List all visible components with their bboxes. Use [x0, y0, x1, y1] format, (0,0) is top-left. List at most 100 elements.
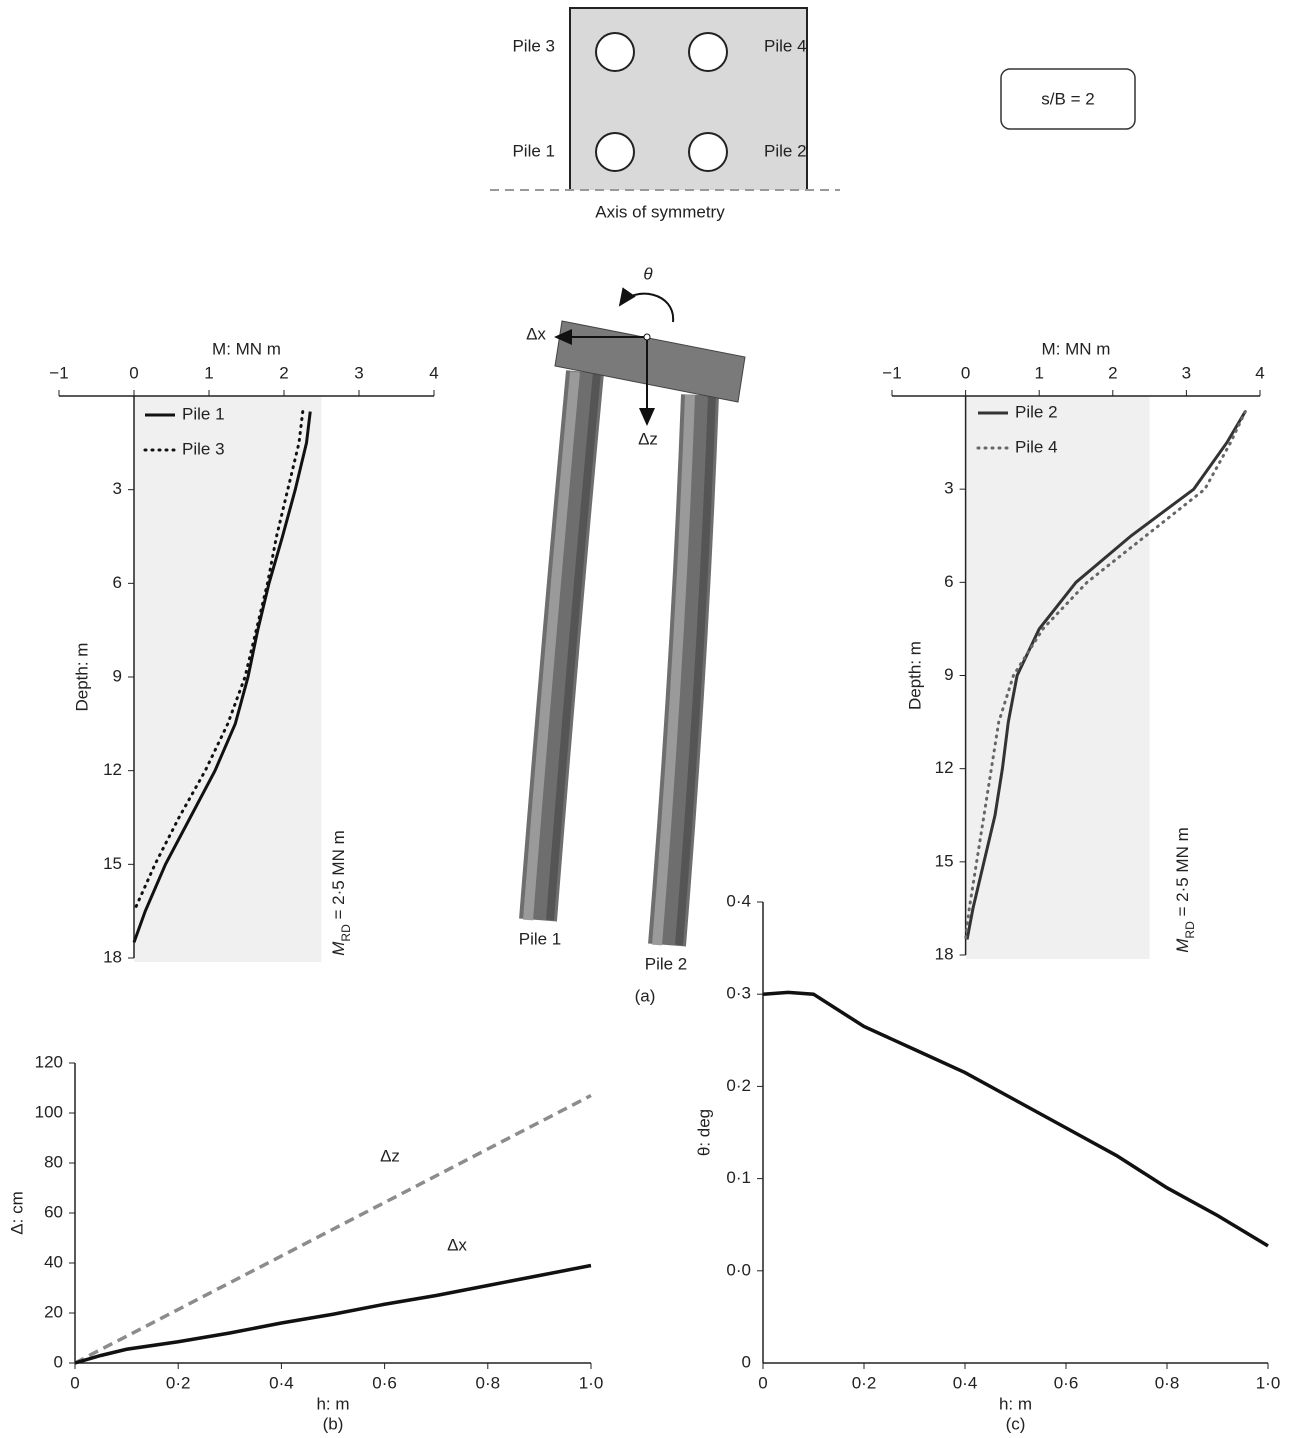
- x-axis-label: M: MN m: [1042, 339, 1111, 358]
- y-tick-label: 3: [113, 479, 122, 498]
- y-tick-label: 0·0: [726, 1260, 751, 1279]
- y-tick-label: 120: [35, 1052, 63, 1071]
- caption: (a): [635, 986, 656, 1005]
- x-tick-label: 1: [204, 363, 213, 382]
- x-axis-label: h: m: [316, 1394, 349, 1413]
- pile-cap: [554, 320, 746, 403]
- legend-label: Pile 1: [182, 404, 225, 423]
- pile-model: θ Δx Δz Pile 1 Pile 2 (a): [519, 264, 746, 1005]
- y-tick-label: 60: [44, 1202, 63, 1221]
- x-tick-label: 1·0: [1256, 1373, 1281, 1392]
- shade-region: [134, 396, 322, 962]
- pile-face: [523, 371, 580, 921]
- rotation-label: θ: [643, 264, 653, 283]
- x-tick-label: 2: [1108, 363, 1117, 382]
- legend-label: Pile 3: [182, 439, 225, 458]
- pile-face: [546, 371, 601, 921]
- pile-circle: [595, 132, 635, 172]
- pile-face: [652, 394, 695, 946]
- x-tick-label: 4: [429, 363, 438, 382]
- profile-line: [132, 411, 312, 943]
- y-tick-label: 6: [113, 573, 122, 592]
- y-tick-label: 6: [944, 572, 953, 591]
- pile-circle: [688, 132, 728, 172]
- x-axis-label: M: MN m: [212, 339, 281, 358]
- pile-label: Pile 2: [645, 954, 688, 973]
- x-axis-label: h: m: [999, 1394, 1032, 1413]
- x-tick-label: 0: [70, 1373, 79, 1392]
- y-tick-label: 0·3: [726, 984, 751, 1003]
- y-tick-label: 15: [103, 854, 122, 873]
- annotation-subscript: RD: [339, 924, 353, 942]
- y-tick-label: 0·2: [726, 1076, 751, 1095]
- x-tick-label: 0·6: [1054, 1373, 1079, 1392]
- dz-label: Δz: [638, 429, 658, 448]
- spacing-box: [1000, 68, 1136, 130]
- legend-label: Pile 4: [1015, 437, 1058, 456]
- limit-annotation: MRD = 2·5 MN m: [1173, 827, 1197, 953]
- x-tick-label: 2: [279, 363, 288, 382]
- annotation-text: = 2·5 MN m: [1173, 827, 1192, 921]
- y-tick-label: 3: [944, 479, 953, 498]
- series-label: Δz: [380, 1146, 400, 1165]
- y-axis-label: Depth: m: [72, 643, 91, 712]
- x-tick-label: 3: [1182, 363, 1191, 382]
- x-tick-label: 3: [354, 363, 363, 382]
- y-tick-label: 15: [935, 851, 954, 870]
- x-tick-label: −1: [882, 363, 901, 382]
- series-line: [74, 1263, 592, 1365]
- x-tick-label: 0·2: [166, 1373, 191, 1392]
- annotation-subscript: RD: [1183, 921, 1197, 939]
- y-axis-label: θ: deg: [694, 1109, 713, 1156]
- y-tick-label: 18: [935, 944, 954, 963]
- x-tick-label: 0: [129, 363, 138, 382]
- x-tick-label: 4: [1255, 363, 1264, 382]
- pile-label: Pile 2: [764, 141, 807, 160]
- y-tick-label: 80: [44, 1152, 63, 1171]
- pile-cap-outline: [569, 7, 808, 190]
- pile-label: Pile 3: [512, 36, 555, 55]
- rotation-arrow: [618, 287, 675, 323]
- spacing-label: s/B = 2: [1041, 89, 1094, 108]
- y-axis-label: Δ: cm: [7, 1191, 26, 1234]
- y-axis-label: Depth: m: [905, 641, 924, 710]
- annotation-text: = 2·5 MN m: [329, 830, 348, 924]
- x-tick-label: 0·4: [953, 1373, 978, 1392]
- annotation-symbol: M: [329, 941, 348, 956]
- pile-label: Pile 1: [519, 929, 562, 948]
- dx-label: Δx: [526, 324, 546, 343]
- y-tick-label: 12: [935, 758, 954, 777]
- limit-annotation: MRD = 2·5 MN m: [329, 830, 353, 956]
- shade-region: [965, 396, 1150, 959]
- pile-circle: [595, 32, 635, 72]
- origin-label: 0: [742, 1352, 751, 1371]
- x-tick-label: 0·8: [476, 1373, 501, 1392]
- series-line: [762, 990, 1269, 1248]
- x-tick-label: −1: [49, 363, 68, 382]
- x-tick-label: 0·4: [269, 1373, 294, 1392]
- pile-layout: Pile 3 Pile 4 Pile 1 Pile 2 Axis of symm…: [490, 7, 1136, 221]
- profile-line: [132, 410, 305, 913]
- y-tick-label: 0·4: [726, 891, 751, 910]
- pile-shaft: [648, 394, 719, 947]
- x-tick-label: 1: [1034, 363, 1043, 382]
- pile-label: Pile 4: [764, 36, 807, 55]
- x-tick-label: 0·8: [1155, 1373, 1180, 1392]
- y-tick-label: 12: [103, 760, 122, 779]
- pile-face: [675, 394, 716, 946]
- x-tick-label: 0·6: [372, 1373, 397, 1392]
- series-label: Δx: [447, 1235, 467, 1254]
- caption: (c): [1006, 1414, 1026, 1433]
- legend-label: Pile 2: [1015, 402, 1058, 421]
- y-tick-label: 9: [113, 666, 122, 685]
- y-tick-label: 100: [35, 1102, 63, 1121]
- y-tick-label: 40: [44, 1252, 63, 1271]
- annotation-symbol: M: [1173, 938, 1192, 953]
- y-tick-label: 18: [103, 947, 122, 966]
- y-tick-label: 20: [44, 1302, 63, 1321]
- pile-shaft: [519, 370, 604, 922]
- series-line: [74, 1093, 592, 1365]
- pivot: [643, 333, 651, 341]
